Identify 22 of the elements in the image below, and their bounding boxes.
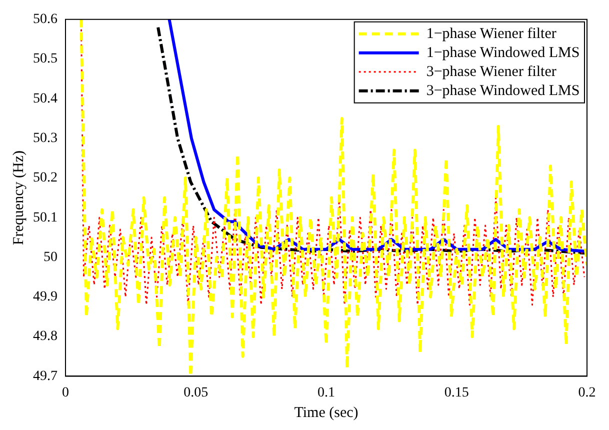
y-tick-label: 50 (44, 250, 58, 265)
x-tick-label: 0.05 (184, 385, 208, 400)
x-axis-title: Time (sec) (294, 404, 358, 421)
x-tick-label: 0.15 (444, 385, 469, 400)
x-tick-label: 0 (62, 385, 69, 400)
y-tick-label: 50.3 (33, 131, 58, 146)
y-tick-label: 50.1 (33, 210, 58, 226)
legend-label: 1−phase Wiener filter (426, 26, 556, 42)
y-tick-label: 50.2 (33, 170, 58, 186)
legend-label: 1−phase Windowed LMS (426, 44, 580, 61)
line-series (80, 19, 587, 376)
y-tick-label: 50.5 (33, 52, 58, 67)
y-tick-label: 49.9 (33, 290, 58, 305)
x-tick-label: 0.1 (318, 385, 335, 400)
y-tick-label: 50.4 (33, 91, 58, 106)
legend-label: 3−phase Windowed LMS (426, 82, 580, 99)
y-tick-label: 49.8 (33, 329, 58, 344)
x-tick-label: 0.2 (578, 385, 596, 400)
y-tick-label: 50.6 (33, 12, 58, 28)
legend-label: 3−phase Wiener filter (426, 64, 556, 80)
y-tick-label: 49.7 (33, 368, 58, 384)
y-axis-title: Frequency (Hz) (10, 150, 27, 246)
